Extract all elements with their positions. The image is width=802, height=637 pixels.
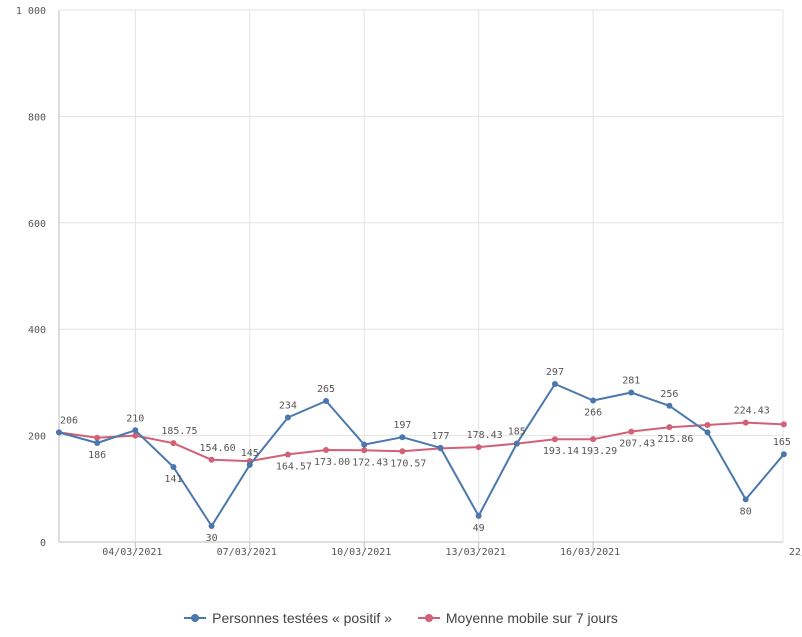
data-label-positif: 297	[546, 367, 564, 378]
data-label-positif: 80	[740, 506, 752, 517]
data-point-moyenne	[590, 436, 597, 443]
chart-legend: Personnes testées « positif » Moyenne mo…	[0, 610, 802, 626]
data-label-positif: 49	[473, 523, 485, 534]
data-point-positif	[513, 440, 520, 447]
x-tick-label: 07/03/2021	[217, 547, 277, 558]
data-label-positif: 177	[431, 431, 449, 442]
data-point-positif	[323, 398, 330, 405]
data-point-moyenne	[361, 447, 368, 454]
data-label-positif: 265	[317, 384, 335, 395]
data-point-moyenne	[551, 436, 558, 443]
data-label-positif: 206	[60, 415, 78, 426]
data-label-positif: 234	[279, 401, 297, 412]
data-point-positif	[208, 523, 215, 530]
legend-label-positif: Personnes testées « positif »	[212, 610, 392, 626]
y-tick-label: 0	[40, 538, 46, 549]
data-point-positif	[284, 414, 291, 421]
chart-grid	[59, 9, 784, 543]
data-point-moyenne	[94, 434, 101, 441]
data-label-moyenne: 173.00	[314, 457, 350, 468]
data-point-positif	[437, 444, 444, 451]
y-tick-label: 200	[28, 432, 46, 443]
data-label-positif: 145	[241, 448, 259, 459]
data-label-positif: 256	[660, 389, 678, 400]
data-label-moyenne: 172.43	[352, 457, 388, 468]
data-point-positif	[590, 397, 597, 404]
data-point-positif	[628, 389, 635, 396]
data-label-moyenne: 193.14	[543, 446, 579, 457]
x-tick-label: 22/03/2021	[789, 547, 802, 558]
data-label-moyenne: 193.29	[581, 446, 617, 457]
data-point-moyenne	[170, 440, 177, 447]
data-point-moyenne	[704, 421, 711, 428]
data-point-positif	[475, 512, 482, 519]
data-point-moyenne	[208, 456, 215, 463]
y-tick-label: 800	[28, 112, 46, 123]
data-point-moyenne	[284, 451, 291, 458]
data-label-moyenne: 224.43	[734, 406, 770, 417]
data-point-moyenne	[399, 448, 406, 455]
y-tick-label: 600	[28, 219, 46, 230]
data-point-positif	[94, 440, 101, 447]
series-line-positif	[58, 383, 785, 527]
data-point-positif	[780, 451, 787, 458]
chart-axes: 0 200 400 600 800 1 000 04/03/2021 07/03/2021 10…	[16, 6, 802, 558]
data-point-moyenne	[666, 424, 673, 431]
data-label-positif: 210	[126, 413, 144, 424]
data-point-moyenne	[742, 419, 749, 426]
data-point-positif	[56, 429, 62, 436]
data-label-moyenne: 215.86	[657, 434, 693, 445]
data-point-positif	[170, 463, 177, 470]
data-label-positif: 186	[88, 450, 106, 461]
data-label-moyenne: 170.57	[390, 458, 426, 469]
data-label-positif: 185	[508, 427, 526, 438]
legend-swatch-positif	[184, 612, 207, 624]
series-line-moyenne	[58, 421, 784, 463]
data-point-moyenne	[323, 446, 330, 453]
chart-data-labels: 206 186 210 141 30 145 234 265 197 177 49 185 297 266…	[60, 367, 791, 544]
data-point-moyenne	[628, 428, 635, 435]
data-point-positif	[246, 461, 253, 468]
data-point-positif	[399, 434, 406, 441]
data-label-positif: 281	[622, 376, 640, 387]
data-point-moyenne	[132, 432, 139, 439]
legend-label-moyenne: Moyenne mobile sur 7 jours	[445, 610, 618, 626]
data-point-positif	[742, 496, 749, 503]
data-label-positif: 165	[773, 437, 791, 448]
chart-series	[56, 380, 787, 530]
data-point-positif	[551, 380, 558, 387]
x-tick-label: 16/03/2021	[560, 547, 620, 558]
data-point-positif	[361, 441, 368, 448]
data-label-moyenne: 178.43	[467, 430, 503, 441]
legend-item-moyenne[interactable]: Moyenne mobile sur 7 jours	[417, 610, 618, 626]
data-point-moyenne	[780, 421, 787, 428]
data-point-moyenne	[475, 444, 482, 451]
data-label-moyenne: 207.43	[619, 439, 655, 450]
x-tick-label: 10/03/2021	[331, 547, 391, 558]
data-label-moyenne: 164.57	[276, 461, 312, 472]
data-point-positif	[132, 427, 139, 434]
y-tick-label: 1 000	[16, 6, 46, 17]
data-label-positif: 141	[164, 474, 182, 485]
y-tick-label: 400	[28, 325, 46, 336]
data-label-moyenne: 185.75	[161, 426, 197, 437]
legend-item-positif[interactable]: Personnes testées « positif »	[184, 610, 392, 626]
legend-swatch-moyenne	[417, 612, 440, 624]
data-label-positif: 266	[584, 407, 602, 418]
data-label-positif: 197	[393, 420, 411, 431]
x-tick-label: 13/03/2021	[446, 547, 506, 558]
data-point-positif	[704, 429, 711, 436]
data-label-moyenne: 154.60	[200, 443, 236, 454]
data-point-positif	[666, 402, 673, 409]
x-tick-label: 04/03/2021	[102, 547, 162, 558]
data-label-positif: 30	[206, 533, 218, 544]
